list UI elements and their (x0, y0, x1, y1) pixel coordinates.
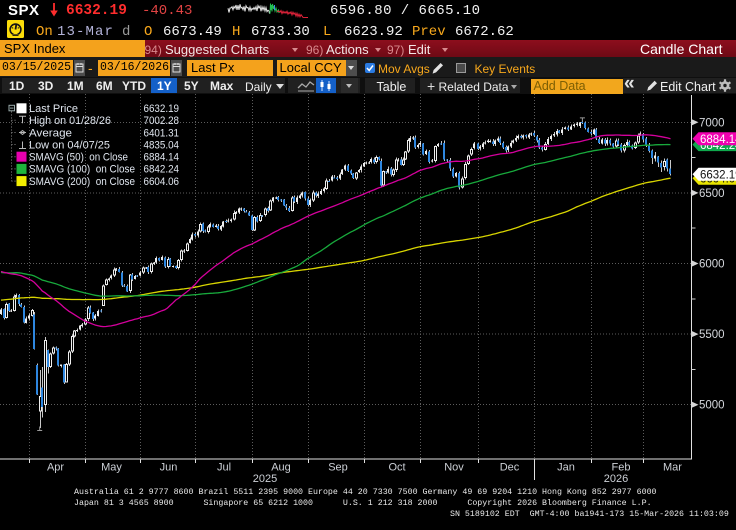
svg-text:Jan: Jan (557, 462, 575, 474)
svg-text:6884.14: 6884.14 (144, 152, 180, 164)
svg-text:Average: Average (29, 127, 72, 139)
svg-text:Dec: Dec (500, 462, 520, 474)
svg-text:2026: 2026 (604, 473, 628, 485)
svg-text:6884.14: 6884.14 (700, 134, 736, 146)
svg-text:7002.28: 7002.28 (144, 115, 180, 127)
svg-text:6401.31: 6401.31 (144, 127, 180, 139)
svg-text:May: May (101, 462, 122, 474)
svg-text:6632.19: 6632.19 (700, 169, 736, 181)
svg-text:Apr: Apr (47, 462, 64, 474)
svg-text:Aug: Aug (271, 462, 291, 474)
svg-text:6632.19: 6632.19 (144, 103, 180, 115)
svg-text:6500: 6500 (699, 188, 725, 200)
svg-text:Jun: Jun (160, 462, 178, 474)
svg-text:Mar: Mar (663, 462, 682, 474)
svg-text:SMAVG (200) on Close: SMAVG (200) on Close (29, 176, 135, 188)
svg-text:7000: 7000 (699, 117, 725, 129)
svg-text:Feb: Feb (612, 462, 631, 474)
svg-text:Low on 04/07/25: Low on 04/07/25 (29, 139, 110, 151)
svg-text:SMAVG (50) on Close: SMAVG (50) on Close (29, 152, 128, 164)
svg-text:2025: 2025 (253, 473, 277, 485)
svg-text:4835.04: 4835.04 (144, 139, 180, 151)
svg-text:Oct: Oct (388, 462, 405, 474)
svg-text:6842.24: 6842.24 (144, 164, 180, 176)
svg-text:Sep: Sep (328, 462, 348, 474)
svg-text:6604.06: 6604.06 (144, 176, 180, 188)
svg-text:Jul: Jul (217, 462, 231, 474)
svg-text:SMAVG (100) on Close: SMAVG (100) on Close (29, 164, 135, 176)
svg-text:High on 01/28/26: High on 01/28/26 (29, 115, 111, 127)
svg-text:Nov: Nov (444, 462, 464, 474)
svg-text:6000: 6000 (699, 259, 725, 271)
svg-text:5000: 5000 (699, 400, 725, 412)
svg-text:5500: 5500 (699, 329, 725, 341)
svg-text:Last Price: Last Price (29, 103, 78, 115)
